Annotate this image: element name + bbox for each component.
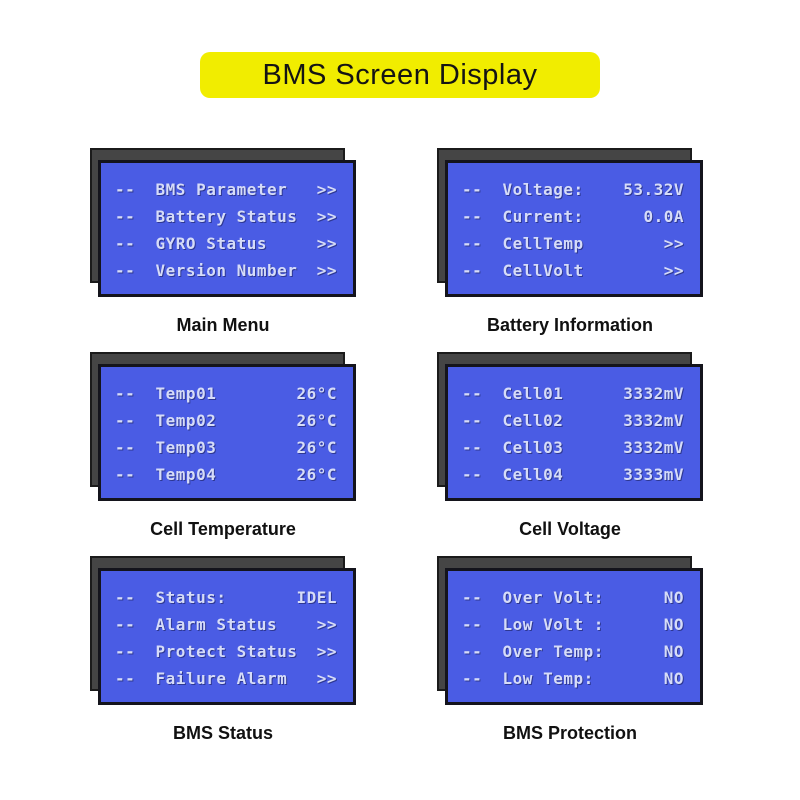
lcd-label: -- CellVolt xyxy=(462,261,584,280)
chevron-right-icon: >> xyxy=(316,261,337,280)
lcd-line: -- Cell03 3332mV xyxy=(462,434,684,461)
lcd-line: -- Over Volt: NO xyxy=(462,584,684,611)
lcd-label: -- Version Number xyxy=(115,261,298,280)
chevron-right-icon: >> xyxy=(316,207,337,226)
screen-unit-cell-temperature: -- Temp01 26°C -- Temp02 26°C -- Temp03 … xyxy=(90,352,356,540)
chevron-right-icon: >> xyxy=(663,234,684,253)
lcd-label: -- CellTemp xyxy=(462,234,584,253)
lcd-line: -- Over Temp: NO xyxy=(462,638,684,665)
lcd-screen-battery-information: -- Voltage: 53.32V -- Current: 0.0A -- C… xyxy=(445,160,703,297)
lcd-line: -- Battery Status >> xyxy=(115,203,337,230)
chevron-right-icon: >> xyxy=(316,615,337,634)
lcd-label: -- Alarm Status xyxy=(115,615,278,634)
chevron-right-icon: >> xyxy=(316,180,337,199)
lcd-line: -- Cell01 3332mV xyxy=(462,380,684,407)
lcd-unit: -- Temp01 26°C -- Temp02 26°C -- Temp03 … xyxy=(90,352,356,501)
title-banner: BMS Screen Display xyxy=(200,52,600,98)
lcd-label: -- Low Volt : xyxy=(462,615,604,634)
lcd-label: -- Temp03 xyxy=(115,438,217,457)
lcd-value: IDEL xyxy=(296,588,337,607)
lcd-unit: -- Voltage: 53.32V -- Current: 0.0A -- C… xyxy=(437,148,703,297)
screen-caption: Cell Voltage xyxy=(519,519,621,539)
lcd-line: -- Version Number >> xyxy=(115,257,337,284)
lcd-line: -- Temp04 26°C xyxy=(115,461,337,488)
chevron-right-icon: >> xyxy=(316,669,337,688)
lcd-screen-cell-temperature: -- Temp01 26°C -- Temp02 26°C -- Temp03 … xyxy=(98,364,356,501)
screen-caption: Main Menu xyxy=(176,315,270,335)
lcd-value: 3332mV xyxy=(623,438,684,457)
lcd-screen-bms-protection: -- Over Volt: NO -- Low Volt : NO -- Ove… xyxy=(445,568,703,705)
lcd-label: -- Battery Status xyxy=(115,207,298,226)
screen-unit-main-menu: -- BMS Parameter >> -- Battery Status >>… xyxy=(90,148,356,336)
lcd-label: -- Temp01 xyxy=(115,384,217,403)
chevron-right-icon: >> xyxy=(316,642,337,661)
lcd-label: -- Over Temp: xyxy=(462,642,604,661)
screen-caption: Cell Temperature xyxy=(150,519,296,539)
lcd-line: -- Voltage: 53.32V xyxy=(462,176,684,203)
page-title: BMS Screen Display xyxy=(262,58,538,91)
lcd-line: -- CellTemp >> xyxy=(462,230,684,257)
lcd-line: -- BMS Parameter >> xyxy=(115,176,337,203)
lcd-label: -- Temp04 xyxy=(115,465,217,484)
lcd-label: -- GYRO Status xyxy=(115,234,267,253)
lcd-label: -- Cell02 xyxy=(462,411,564,430)
lcd-value: 26°C xyxy=(296,465,337,484)
lcd-line: -- Cell02 3332mV xyxy=(462,407,684,434)
lcd-line: -- Low Volt : NO xyxy=(462,611,684,638)
lcd-value: 3332mV xyxy=(623,384,684,403)
lcd-label: -- Voltage: xyxy=(462,180,584,199)
lcd-label: -- Low Temp: xyxy=(462,669,594,688)
lcd-unit: -- Over Volt: NO -- Low Volt : NO -- Ove… xyxy=(437,556,703,705)
lcd-value: NO xyxy=(663,669,684,688)
screen-unit-battery-information: -- Voltage: 53.32V -- Current: 0.0A -- C… xyxy=(437,148,703,336)
lcd-value: 26°C xyxy=(296,411,337,430)
lcd-label: -- Temp02 xyxy=(115,411,217,430)
lcd-line: -- Temp03 26°C xyxy=(115,434,337,461)
screen-caption: BMS Protection xyxy=(502,723,637,743)
lcd-value: 26°C xyxy=(296,384,337,403)
lcd-line: -- Alarm Status >> xyxy=(115,611,337,638)
screen-unit-bms-protection: -- Over Volt: NO -- Low Volt : NO -- Ove… xyxy=(437,556,703,744)
lcd-value: NO xyxy=(663,615,684,634)
screen-caption: Battery Information xyxy=(486,315,654,335)
lcd-line: -- Status: IDEL xyxy=(115,584,337,611)
lcd-line: -- Protect Status >> xyxy=(115,638,337,665)
lcd-label: -- Cell03 xyxy=(462,438,564,457)
lcd-screen-cell-voltage: -- Cell01 3332mV -- Cell02 3332mV -- Cel… xyxy=(445,364,703,501)
lcd-value: NO xyxy=(663,588,684,607)
lcd-line: -- Temp02 26°C xyxy=(115,407,337,434)
screen-caption: BMS Status xyxy=(172,723,273,743)
screen-unit-cell-voltage: -- Cell01 3332mV -- Cell02 3332mV -- Cel… xyxy=(437,352,703,540)
lcd-label: -- BMS Parameter xyxy=(115,180,288,199)
lcd-line: -- CellVolt >> xyxy=(462,257,684,284)
chevron-right-icon: >> xyxy=(316,234,337,253)
lcd-line: -- Failure Alarm >> xyxy=(115,665,337,692)
lcd-label: -- Failure Alarm xyxy=(115,669,288,688)
lcd-label: -- Protect Status xyxy=(115,642,298,661)
lcd-line: -- Temp01 26°C xyxy=(115,380,337,407)
lcd-value: 26°C xyxy=(296,438,337,457)
lcd-label: -- Current: xyxy=(462,207,584,226)
chevron-right-icon: >> xyxy=(663,261,684,280)
lcd-label: -- Over Volt: xyxy=(462,588,604,607)
lcd-value: NO xyxy=(663,642,684,661)
lcd-unit: -- Cell01 3332mV -- Cell02 3332mV -- Cel… xyxy=(437,352,703,501)
screen-unit-bms-status: -- Status: IDEL -- Alarm Status >> -- Pr… xyxy=(90,556,356,744)
lcd-label: -- Status: xyxy=(115,588,227,607)
lcd-unit: -- BMS Parameter >> -- Battery Status >>… xyxy=(90,148,356,297)
lcd-line: -- Cell04 3333mV xyxy=(462,461,684,488)
lcd-line: -- Low Temp: NO xyxy=(462,665,684,692)
lcd-screen-bms-status: -- Status: IDEL -- Alarm Status >> -- Pr… xyxy=(98,568,356,705)
lcd-label: -- Cell04 xyxy=(462,465,564,484)
lcd-value: 3333mV xyxy=(623,465,684,484)
lcd-line: -- GYRO Status >> xyxy=(115,230,337,257)
lcd-label: -- Cell01 xyxy=(462,384,564,403)
lcd-value: 3332mV xyxy=(623,411,684,430)
lcd-line: -- Current: 0.0A xyxy=(462,203,684,230)
lcd-value: 0.0A xyxy=(643,207,684,226)
lcd-screen-main-menu: -- BMS Parameter >> -- Battery Status >>… xyxy=(98,160,356,297)
lcd-value: 53.32V xyxy=(623,180,684,199)
lcd-unit: -- Status: IDEL -- Alarm Status >> -- Pr… xyxy=(90,556,356,705)
